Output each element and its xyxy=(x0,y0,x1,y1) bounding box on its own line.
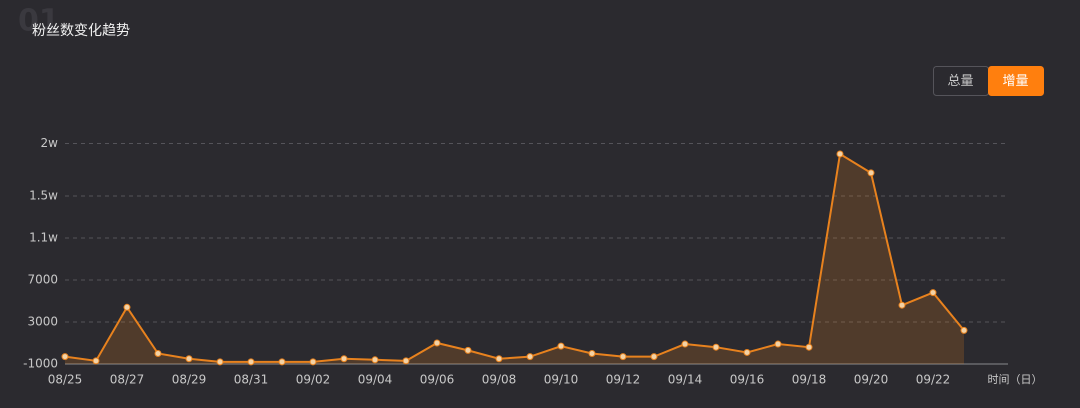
point xyxy=(185,355,193,363)
x-tick-label: 09/22 xyxy=(916,373,951,387)
x-tick-label: 09/04 xyxy=(358,373,393,387)
x-tick-label: 08/31 xyxy=(234,373,269,387)
point xyxy=(650,353,658,361)
point xyxy=(278,358,286,366)
point xyxy=(712,343,720,351)
x-tick-label: 08/29 xyxy=(172,373,207,387)
point xyxy=(92,357,100,365)
point xyxy=(960,326,968,334)
point xyxy=(588,350,596,357)
point xyxy=(619,353,627,361)
point xyxy=(61,353,69,361)
x-tick-label: 08/25 xyxy=(48,373,83,387)
x-tick-label: 09/20 xyxy=(854,373,889,387)
point xyxy=(681,340,689,348)
point xyxy=(495,355,503,363)
y-tick-label: 1.5w xyxy=(29,189,58,203)
point xyxy=(154,350,162,357)
x-tick-label: 09/02 xyxy=(296,373,331,387)
toggle-label[interactable]: 总量 xyxy=(947,74,973,89)
point xyxy=(216,358,224,366)
x-axis-label: 时间（日） xyxy=(988,373,1043,386)
point xyxy=(805,343,813,351)
point xyxy=(774,340,782,348)
point xyxy=(371,356,379,364)
point xyxy=(247,358,255,366)
x-tick-label: 09/06 xyxy=(420,373,455,387)
point xyxy=(836,150,844,158)
x-tick-label: 08/27 xyxy=(110,373,145,387)
point xyxy=(464,346,472,354)
section-number: 01 xyxy=(18,4,60,39)
y-tick-label: 1.1w xyxy=(29,231,58,245)
y-tick-label: 7000 xyxy=(27,273,58,287)
x-tick-label: 09/14 xyxy=(668,373,703,387)
line xyxy=(64,152,965,363)
toggle-label[interactable]: 增量 xyxy=(1002,74,1028,89)
point xyxy=(309,358,317,366)
y-tick-label: 2w xyxy=(41,136,59,150)
x-tick-label: 09/10 xyxy=(544,373,579,387)
toggle-button[interactable] xyxy=(988,66,1044,96)
point xyxy=(557,342,565,350)
x-tick-label: 09/18 xyxy=(792,373,827,387)
x-tick-label: 09/16 xyxy=(730,373,765,387)
x-tick-label: 09/12 xyxy=(606,373,641,387)
point xyxy=(743,348,751,356)
y-tick-label: -1000 xyxy=(23,357,58,371)
point xyxy=(433,339,441,347)
point xyxy=(898,301,906,309)
point xyxy=(402,357,410,365)
point xyxy=(867,169,875,177)
chart-title: 粉丝数变化趋势 xyxy=(32,23,130,39)
y-tick-label: 3000 xyxy=(27,315,58,329)
point xyxy=(123,303,131,311)
x-tick-label: 09/08 xyxy=(482,373,517,387)
point xyxy=(526,353,534,361)
point xyxy=(340,355,348,363)
area xyxy=(65,154,964,364)
point xyxy=(929,289,937,297)
